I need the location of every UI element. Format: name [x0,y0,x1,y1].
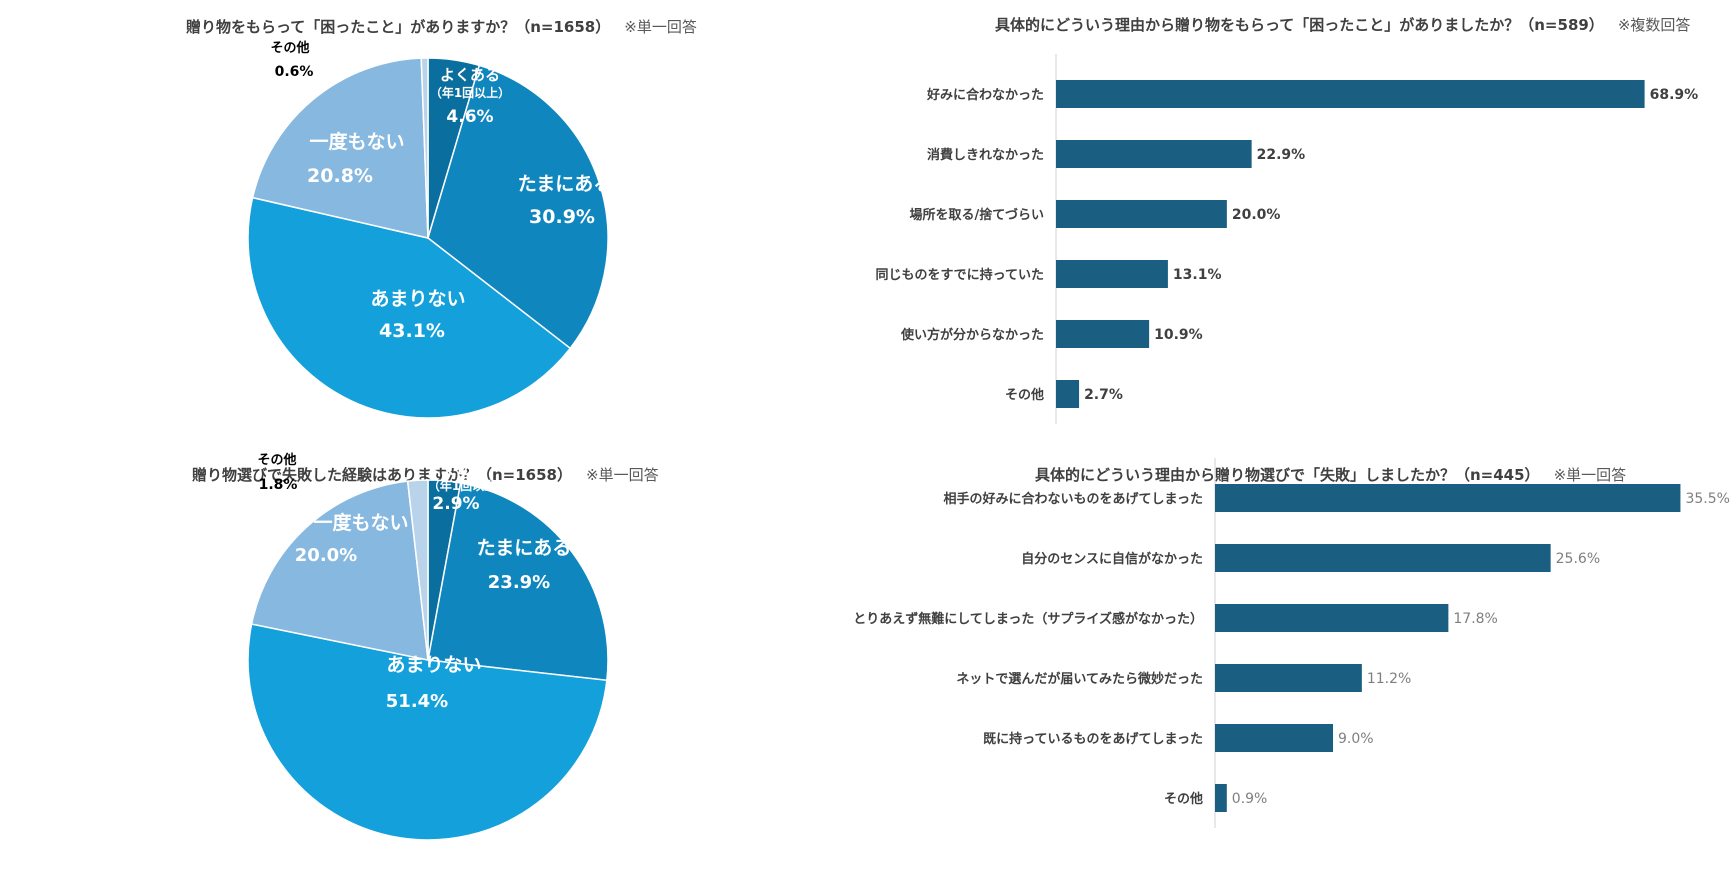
slice-value-label: 1.8% [259,477,298,493]
bar [1056,380,1080,408]
slice-value-label: 4.6% [446,107,493,127]
bar-title-received: 具体的にどういう理由から贈り物をもらって「困ったこと」がありましたか？（n=58… [995,14,1690,35]
title-note: ※単一回答 [624,18,697,36]
bar-value-label: 2.7% [1084,387,1123,403]
slice-name-label: あまりない [386,654,481,676]
pie-slice [420,57,429,239]
bar-panel-received-reasons: 具体的にどういう理由から贈り物をもらって「困ったこと」がありましたか？（n=58… [860,0,1735,430]
pie-title-received: 贈り物をもらって「困ったこと」がありますか？（n=1658） ※単一回答 [186,16,697,37]
bar-value-label: 25.6% [1556,551,1600,567]
bar-category-label: 同じものをすでに持っていた [876,267,1044,283]
bar-value-label: 35.5% [1685,491,1729,507]
title-note: ※単一回答 [1553,466,1627,484]
title-text: 贈り物選びで失敗した経験はありますか？（n=1658） [192,466,572,484]
bar-title-failed: 具体的にどういう理由から贈り物選びで「失敗」しましたか？（n=445） ※単一回答 [1035,464,1626,485]
bar [1056,140,1252,168]
bar-value-label: 9.0% [1338,731,1374,747]
bar-category-label: 使い方が分からなかった [900,327,1044,343]
bar [1215,544,1551,572]
slice-name-label: 一度もない [313,511,408,534]
title-text: 具体的にどういう理由から贈り物をもらって「困ったこと」がありましたか？（n=58… [995,16,1604,34]
slice-name-label: たまにある [518,173,612,195]
slice-value-label: 20.8% [307,165,373,187]
bar [1056,260,1168,288]
title-text: 贈り物をもらって「困ったこと」がありますか？（n=1658） [186,18,611,36]
bar-category-label: その他 [1164,791,1203,807]
bar [1056,80,1645,108]
bar-value-label: 20.0% [1232,207,1281,223]
pie-title-failed: 贈り物選びで失敗した経験はありますか？（n=1658） ※単一回答 [192,464,659,485]
bar-category-label: ネットで選んだが届いてみたら微妙だった [956,671,1203,687]
bar-value-label: 10.9% [1154,327,1203,343]
slice-name-label: たまにある [477,537,571,559]
bar-category-label: 相手の好みに合わないものをあげてしまった [944,491,1203,507]
title-note: ※複数回答 [1617,16,1691,34]
pie-panel-failed: 贈り物選びで失敗した経験はありますか？（n=1658） ※単一回答 よくある （年1… [0,430,860,871]
bar-chart-failed-reasons: 相手の好みに合わないものをあげてしまった 35.5% 自分のセンスに自信がなかった 2… [853,458,1730,828]
slice-name-label: よくある [427,460,487,478]
slice-name-label: その他 [270,40,309,56]
bar-value-label: 13.1% [1173,267,1222,283]
bar-value-label: 22.9% [1257,147,1306,163]
bar-value-label: 0.9% [1232,791,1268,807]
pie-slice [250,480,429,661]
slice-value-label: 2.9% [432,494,479,514]
bar-value-label: 11.2% [1367,671,1411,687]
slice-sub-label: （年1回以上） [430,85,510,100]
bar-category-label: 既に持っているものをあげてしまった [983,731,1203,747]
bar [1215,604,1449,632]
pie-slice [251,57,429,239]
slice-value-label: 30.9% [529,206,595,228]
bar [1215,724,1333,752]
title-text: 具体的にどういう理由から贈り物選びで「失敗」しましたか？（n=445） [1035,466,1540,484]
slice-sub-label: （年1回以上） [428,478,508,493]
slice-value-label: 23.9% [488,572,550,593]
pie-panel-received: 贈り物をもらって「困ったこと」がありますか？（n=1658） ※単一回答 よくある… [0,0,860,430]
bar-value-label: 68.9% [1650,87,1699,103]
bar-category-label: その他 [1005,387,1044,403]
title-note: ※単一回答 [586,466,659,484]
bar-category-label: 好みに合わなかった [926,87,1044,103]
pie-chart-received: よくある（年1回以上） 4.6% たまにある 30.9% あまりない 43.1% 一度もない… [247,40,612,419]
bar-category-label: 場所を取る/捨てづらい [910,207,1045,223]
bar [1056,320,1150,348]
slice-name-label: その他 [257,452,296,468]
slice-name-label: あまりない [370,288,465,310]
bar-category-label: とりあえず無難にしてしまった（サプライズ感がなかった） [853,611,1203,627]
bar [1215,784,1227,812]
slice-value-label: 0.6% [275,64,314,80]
pie-chart-failed: よくある（年1回以上）2.9% たまにある 23.9% あまりない 51.4% 一度もない… [247,452,609,841]
bar-category-label: 消費しきれなかった [927,147,1044,163]
slice-value-label: 43.1% [379,320,445,342]
pie-slice [406,479,429,661]
bar [1056,200,1227,228]
bar-chart-received-reasons: 好みに合わなかった 68.9% 消費しきれなかった 22.9% 場所を取る/捨てづらい 2… [876,54,1699,424]
pie-slice [427,482,609,682]
bar-category-label: 自分のセンスに自信がなかった [1021,551,1203,567]
bar [1215,664,1362,692]
pie-slice [247,623,608,841]
slice-name-label: よくある [440,66,500,84]
bar [1215,484,1681,512]
bar-value-label: 17.8% [1453,611,1497,627]
slice-value-label: 20.0% [295,545,357,566]
pie-slice [427,64,609,350]
pie-slice [247,196,572,419]
slice-value-label: 51.4% [386,691,448,712]
bar-panel-failed-reasons: 具体的にどういう理由から贈り物選びで「失敗」しましたか？（n=445） ※単一回答… [853,430,1735,871]
slice-name-label: 一度もない [309,130,404,153]
